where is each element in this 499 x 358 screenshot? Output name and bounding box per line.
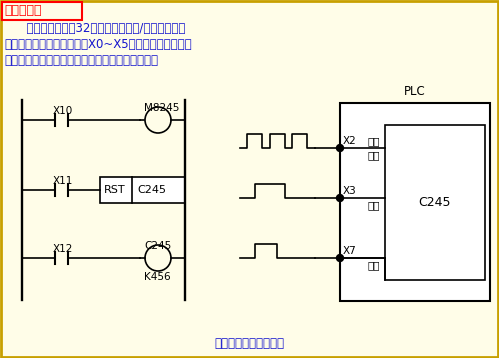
Text: 编程软元件: 编程软元件 [4, 4, 41, 17]
Text: 高速: 高速 [368, 136, 381, 146]
Text: X2: X2 [343, 136, 357, 146]
Text: PLC: PLC [404, 85, 426, 98]
Text: 高速计数器采用终端方式处理，与扫描周期无关。: 高速计数器采用终端方式处理，与扫描周期无关。 [4, 54, 158, 67]
Text: C245: C245 [144, 241, 171, 251]
Text: 脉冲: 脉冲 [368, 150, 381, 160]
Text: X7: X7 [343, 246, 357, 256]
Text: X12: X12 [53, 244, 73, 254]
Text: C245: C245 [137, 185, 166, 195]
Text: M8245: M8245 [144, 103, 179, 113]
Text: X3: X3 [343, 186, 357, 196]
Circle shape [336, 145, 343, 151]
Circle shape [336, 255, 343, 261]
Text: X10: X10 [53, 106, 73, 116]
Text: C245: C245 [419, 196, 451, 209]
Text: 高速计数器也是32位停电保持型增/减计数器，但: 高速计数器也是32位停电保持型增/减计数器，但 [4, 22, 185, 35]
Text: 它们只对特定的输入端子（X0~X5）的脉冲进行计数。: 它们只对特定的输入端子（X0~X5）的脉冲进行计数。 [4, 38, 192, 51]
FancyBboxPatch shape [340, 103, 490, 301]
Text: X11: X11 [53, 176, 73, 186]
Text: 复位: 复位 [368, 200, 381, 210]
Text: 启动: 启动 [368, 260, 381, 270]
Text: RST: RST [104, 185, 126, 195]
Text: 单相单输入高速计数器: 单相单输入高速计数器 [214, 337, 284, 350]
FancyBboxPatch shape [385, 125, 485, 280]
Text: K456: K456 [144, 272, 171, 282]
Circle shape [336, 194, 343, 202]
FancyBboxPatch shape [100, 177, 185, 203]
